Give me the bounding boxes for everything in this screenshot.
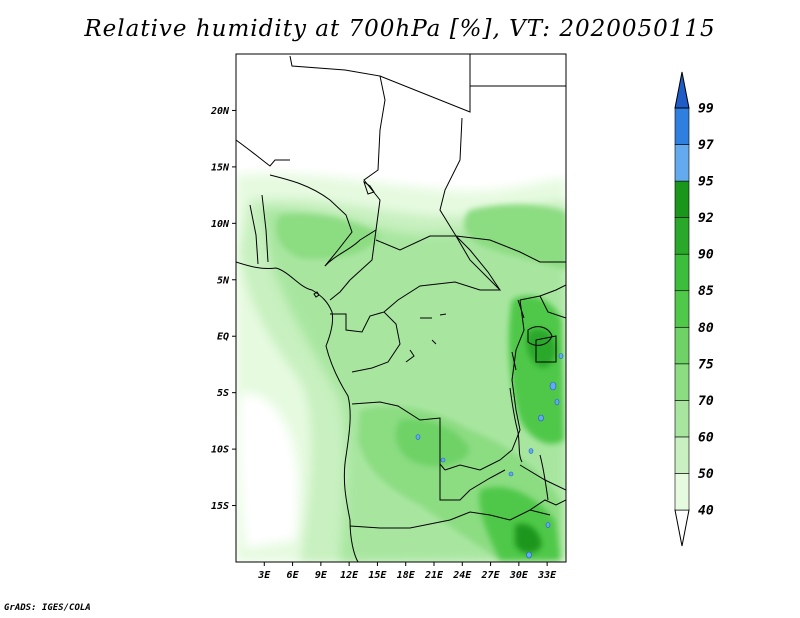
- border-chad-sudan: [439, 117, 501, 291]
- border-angola-namibia: [349, 519, 451, 529]
- border-cameroon: [324, 229, 377, 301]
- colorbar-segment: [674, 473, 690, 511]
- humidity-70-region-north: [276, 213, 380, 260]
- lat-tick-label: 15S: [211, 501, 229, 512]
- border-algeria-mali: [236, 139, 290, 167]
- lat-tick-label: 20N: [210, 106, 230, 117]
- lon-tick-label: 24E: [452, 570, 472, 581]
- colorbar-label: 99: [698, 102, 714, 117]
- colorbar-label: 50: [698, 467, 714, 482]
- lon-tick-label: 6E: [287, 570, 300, 581]
- border-libya-chad: [379, 54, 471, 113]
- lat-tick-label: EQ: [217, 332, 229, 343]
- lake-victoria: [527, 326, 553, 346]
- border-sudan-ss: [455, 235, 566, 263]
- humidity-90-spot-lakes: [526, 328, 556, 368]
- lon-tick-label: 33E: [537, 570, 557, 581]
- colorbar-label: 92: [698, 211, 714, 226]
- colorbar-upper-triangle: [674, 71, 690, 109]
- border-benin-togo: [249, 194, 269, 265]
- lat-tick-label: 5N: [217, 275, 230, 286]
- lon-tick-label: 18E: [397, 570, 416, 581]
- border-car: [375, 235, 502, 313]
- footer-credit: GrADS: IGES/COLA: [4, 603, 91, 613]
- lat-tick-label: 10S: [211, 445, 229, 456]
- colorbar-segment: [674, 436, 690, 474]
- coastline: [236, 261, 359, 562]
- lon-tick-label: 9E: [315, 570, 328, 581]
- colorbar-segment: [674, 363, 690, 401]
- lat-tick-label: 5S: [217, 388, 229, 399]
- lon-tick-label: 21E: [424, 570, 444, 581]
- colorbar-label: 95: [698, 175, 714, 190]
- colorbar-lower-triangle: [674, 509, 690, 547]
- humidity-field: [236, 173, 566, 562]
- humidity-80-region-katanga: [395, 419, 470, 467]
- congo-river: [405, 313, 447, 363]
- lon-axis: 3E 6E 9E 12E 15E 18E 21E 24E 27E 30E 33E: [257, 562, 557, 581]
- colorbar-segment: [674, 144, 690, 182]
- colorbar-label: 75: [698, 357, 714, 372]
- border-east-africa: [519, 284, 566, 363]
- colorbar-label: 97: [698, 138, 714, 153]
- boundaries: [236, 54, 566, 562]
- humidity-70-region-northeast: [464, 204, 566, 270]
- border-nigeria: [269, 174, 353, 267]
- colorbar-label: 90: [698, 248, 714, 263]
- colorbar-segment: [674, 180, 690, 218]
- lat-tick-label: 15N: [211, 162, 230, 173]
- colorbar-segment: [674, 290, 690, 328]
- colorbar-label: 80: [698, 321, 714, 336]
- border-zambia-zimbabwe: [449, 509, 551, 521]
- border-congo-gabon: [330, 311, 401, 373]
- lon-tick-label: 27E: [481, 570, 501, 581]
- border-drc-east: [444, 299, 525, 471]
- colorbar-label: 85: [698, 284, 714, 299]
- lon-tick-label: 15E: [368, 570, 387, 581]
- dry-pocket-atlantic: [239, 393, 299, 548]
- lon-tick-label: 30E: [509, 570, 529, 581]
- colorbar-segment: [674, 326, 690, 365]
- map-frame: [235, 53, 567, 563]
- colorbar-label: 60: [698, 430, 714, 445]
- island-bioko: [313, 291, 320, 298]
- lake-tanganyika: [509, 387, 523, 463]
- lake-chad: [363, 180, 375, 195]
- lon-tick-label: 12E: [340, 570, 359, 581]
- lake-malawi: [539, 454, 549, 501]
- lat-tick-label: 10N: [211, 219, 230, 230]
- map-title: Relative humidity at 700hPa [%], VT: 202…: [84, 16, 716, 42]
- border-niger-chad: [289, 55, 386, 231]
- lake-albert: [511, 299, 525, 371]
- humidity-95-spots: [415, 353, 564, 559]
- colorbar: 40 50 60 70 75 80 85 90 92 95 97 99: [674, 71, 714, 547]
- colorbar-segment: [674, 253, 690, 292]
- colorbar-label: 70: [698, 394, 714, 409]
- lon-tick-label: 3E: [257, 570, 271, 581]
- colorbar-label: 40: [698, 504, 714, 519]
- lat-axis: 20N 15N 10N 5N EQ 5S 10S 15S: [210, 106, 236, 512]
- humidity-92-spot-malawi: [515, 523, 542, 554]
- border-angola-zambia: [439, 464, 506, 501]
- colorbar-segment: [674, 217, 690, 255]
- colorbar-segment: [674, 107, 690, 145]
- colorbar-segment: [674, 400, 690, 438]
